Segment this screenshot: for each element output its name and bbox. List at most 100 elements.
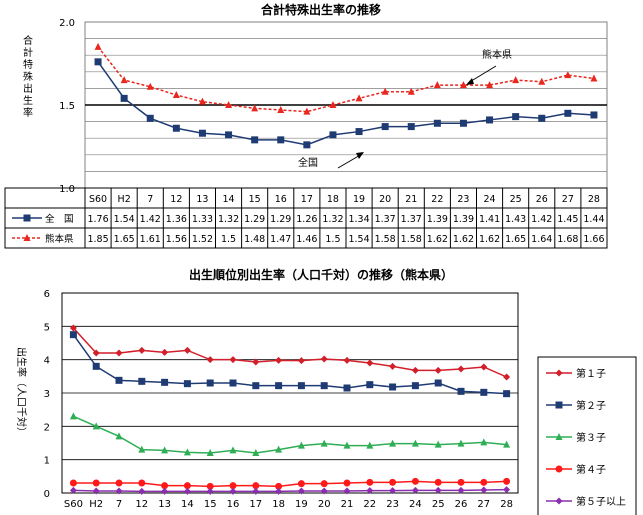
data-point-1 (146, 82, 154, 90)
data-point-3 (434, 478, 442, 486)
data-point-4 (92, 487, 100, 495)
table-cell-value: 1.29 (244, 214, 265, 225)
table-cell-value: 1.5 (325, 234, 340, 245)
data-point-1 (198, 97, 206, 105)
data-point-0 (229, 356, 237, 364)
x-tick-label: 23 (457, 194, 469, 205)
data-point-2 (297, 441, 305, 449)
table-cell-value: 1.5 (221, 234, 236, 245)
x-tick-label: 15 (204, 499, 217, 510)
x-tick-label: 15 (249, 194, 261, 205)
data-point-1 (459, 81, 467, 89)
data-point-0 (538, 114, 546, 122)
data-point-1 (503, 390, 511, 398)
chart-title: 出生順位別出生率（人口千対）の推移（熊本県） (189, 267, 453, 282)
data-point-4 (343, 487, 351, 495)
y-tick-label: 2 (44, 422, 50, 433)
data-point-1 (411, 382, 419, 390)
x-tick-label: 26 (536, 194, 548, 205)
chart-title: 合計特殊出生率の推移 (261, 2, 381, 17)
series-line-0 (97, 61, 594, 146)
data-point-1 (252, 382, 260, 390)
table-cell-value: 1.42 (531, 214, 552, 225)
legend-marker-0 (555, 369, 563, 377)
x-tick-label: 12 (170, 194, 182, 205)
data-point-4 (411, 486, 419, 494)
table-cell-value: 1.65 (505, 234, 526, 245)
x-tick-label: 22 (363, 499, 376, 510)
table-series-name: 熊本県 (45, 233, 74, 245)
x-tick-label: 25 (510, 194, 522, 205)
data-point-1 (480, 388, 488, 396)
table-cell-value: 1.26 (296, 214, 317, 225)
data-point-1 (457, 387, 465, 395)
table-cell-value: 1.34 (348, 214, 369, 225)
x-tick-label: 14 (181, 499, 194, 510)
table-cell-value: 1.76 (87, 214, 108, 225)
x-tick-label: 12 (135, 499, 148, 510)
data-point-2 (434, 440, 442, 448)
data-point-1 (297, 382, 305, 390)
data-point-0 (225, 131, 233, 139)
data-table (4, 187, 608, 249)
data-point-1 (225, 101, 233, 108)
table-cell-value: 1.68 (557, 234, 578, 245)
data-point-4 (69, 486, 77, 494)
data-point-0 (407, 123, 415, 131)
data-point-0 (512, 113, 520, 121)
table-cell-value: 1.43 (505, 214, 526, 225)
y-axis-label-char: 生 (23, 94, 33, 107)
x-tick-label: S60 (64, 499, 83, 510)
data-point-1 (512, 76, 520, 84)
data-point-1 (381, 87, 389, 95)
x-tick-label: 19 (353, 194, 365, 205)
data-point-1 (138, 377, 146, 385)
data-point-0 (303, 141, 311, 149)
legend-marker-2 (555, 433, 563, 440)
data-point-0 (459, 119, 467, 127)
data-point-0 (343, 356, 351, 364)
data-point-1 (229, 379, 237, 387)
table-series-name: 全 国 (45, 213, 74, 225)
data-point-3 (115, 479, 123, 487)
data-point-0 (564, 109, 572, 117)
table-cell-value: 1.37 (375, 214, 396, 225)
table-cell-value: 1.58 (401, 234, 422, 245)
series-line-4 (73, 488, 507, 493)
x-tick-label: 13 (158, 499, 171, 510)
data-point-4 (275, 487, 283, 495)
data-point-2 (92, 422, 100, 430)
data-point-1 (329, 101, 337, 108)
data-point-0 (320, 355, 328, 363)
y-tick-label: 1 (44, 456, 50, 467)
legend-marker-1 (555, 401, 563, 409)
legend-label: 第３子 (576, 431, 606, 444)
data-point-2 (206, 449, 214, 456)
x-tick-label: 28 (500, 499, 513, 510)
annotation-kumamoto: 熊本県 (482, 48, 512, 61)
legend-marker-3 (555, 465, 563, 473)
data-point-1 (590, 74, 598, 82)
table-cell-value: 1.32 (218, 214, 239, 225)
data-point-4 (434, 486, 442, 494)
x-tick-label: 18 (327, 194, 339, 205)
legend-label: 第５子以上 (576, 495, 626, 508)
data-point-3 (343, 479, 351, 487)
y-axis-label: 出生率（人口千対） (15, 347, 28, 437)
table-cell-value: 1.54 (348, 234, 369, 245)
data-point-0 (433, 119, 441, 127)
y-tick-label: 2.0 (59, 18, 75, 29)
data-point-1 (407, 87, 415, 95)
y-axis-label-char: 特 (23, 59, 33, 71)
table-cell-value: 1.37 (401, 214, 422, 225)
data-point-0 (94, 58, 102, 66)
x-tick-label: 24 (484, 194, 496, 205)
y-axis-label-char: 計 (23, 46, 33, 59)
table-cell-value: 1.32 (322, 214, 343, 225)
table-cell-value: 1.65 (114, 234, 135, 245)
data-point-4 (161, 487, 169, 495)
data-point-0 (138, 346, 146, 354)
data-point-1 (69, 331, 77, 339)
